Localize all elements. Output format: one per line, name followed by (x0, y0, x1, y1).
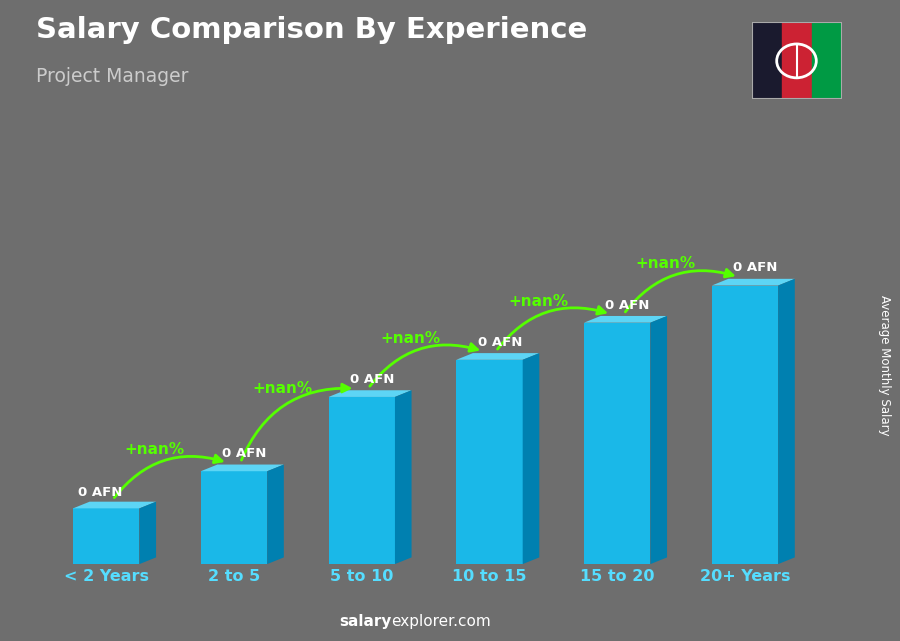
Polygon shape (712, 279, 795, 285)
Polygon shape (778, 279, 795, 564)
Polygon shape (328, 397, 395, 564)
Text: Project Manager: Project Manager (36, 67, 188, 87)
Polygon shape (267, 465, 284, 564)
Bar (781, 22, 812, 99)
Polygon shape (395, 390, 411, 564)
Bar (752, 22, 781, 99)
Polygon shape (456, 360, 523, 564)
Text: Average Monthly Salary: Average Monthly Salary (878, 295, 890, 436)
Text: 0 AFN: 0 AFN (733, 262, 778, 274)
Polygon shape (523, 353, 539, 564)
Text: 0 AFN: 0 AFN (222, 447, 266, 460)
Polygon shape (651, 316, 667, 564)
Polygon shape (73, 502, 156, 508)
Text: +nan%: +nan% (508, 294, 568, 308)
Polygon shape (584, 316, 667, 322)
Polygon shape (201, 465, 284, 471)
Polygon shape (201, 471, 267, 564)
Text: salary: salary (339, 615, 392, 629)
Polygon shape (584, 322, 651, 564)
Polygon shape (456, 353, 539, 360)
Text: 0 AFN: 0 AFN (77, 486, 122, 499)
Text: +nan%: +nan% (253, 381, 312, 396)
Text: +nan%: +nan% (380, 331, 440, 345)
Text: explorer.com: explorer.com (392, 615, 491, 629)
Polygon shape (712, 285, 778, 564)
Polygon shape (328, 390, 411, 397)
Text: 0 AFN: 0 AFN (478, 336, 522, 349)
Text: 0 AFN: 0 AFN (350, 373, 394, 386)
Polygon shape (73, 508, 140, 564)
Text: 0 AFN: 0 AFN (606, 299, 650, 312)
Text: Salary Comparison By Experience: Salary Comparison By Experience (36, 16, 587, 44)
Text: +nan%: +nan% (635, 256, 696, 271)
Text: +nan%: +nan% (125, 442, 184, 457)
Polygon shape (140, 502, 156, 564)
Bar (812, 22, 842, 99)
